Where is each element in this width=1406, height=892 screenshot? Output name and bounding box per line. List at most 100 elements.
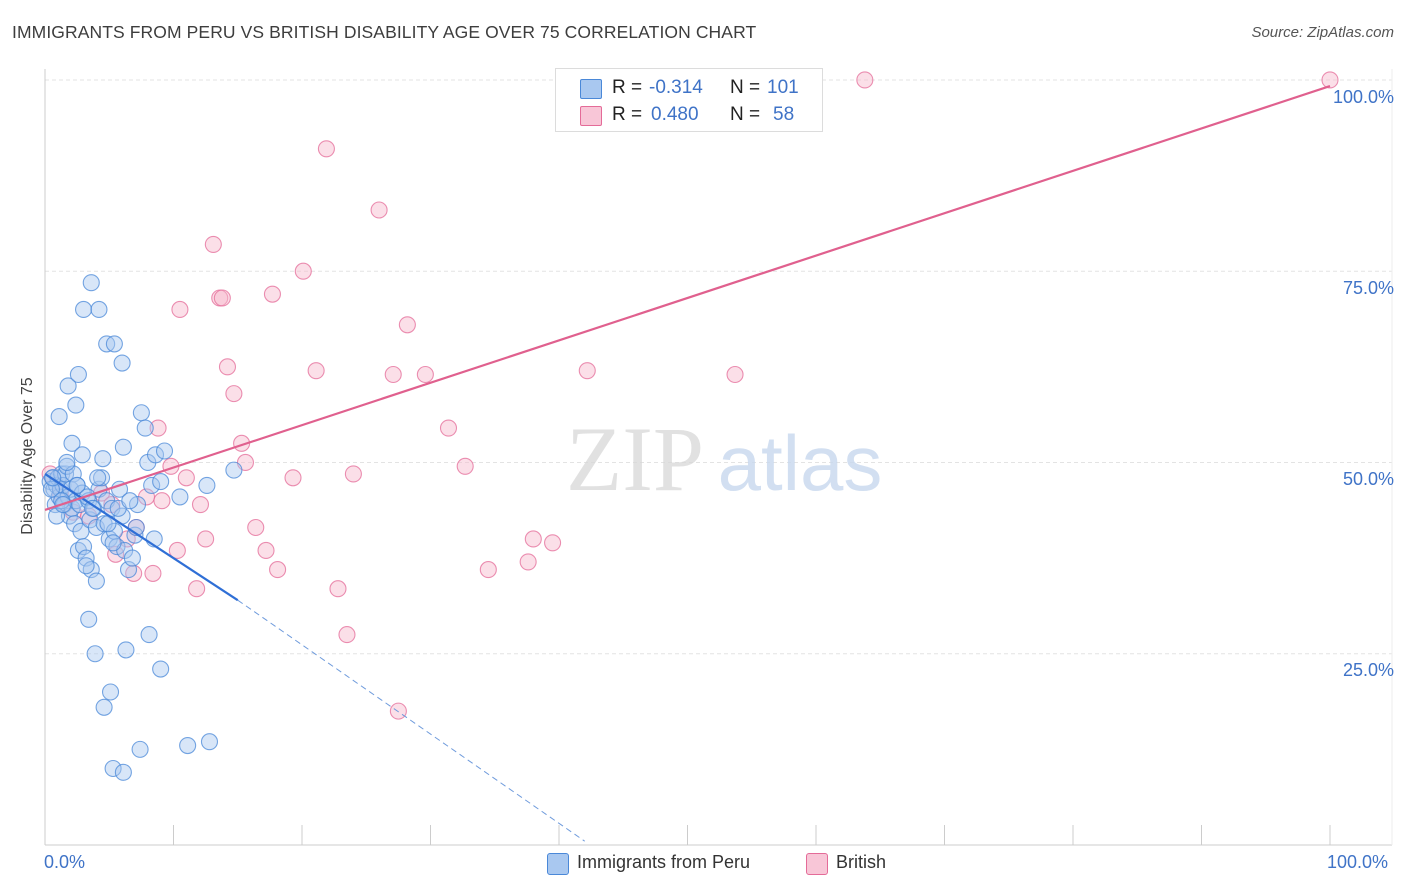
british-point xyxy=(153,492,171,510)
watermark: ZIP atlas xyxy=(566,408,882,510)
british-point xyxy=(171,300,189,319)
peru-swatch xyxy=(580,79,602,99)
british-point xyxy=(284,469,302,487)
peru-point xyxy=(89,469,107,487)
british-point xyxy=(144,564,162,582)
british-point xyxy=(317,140,335,158)
british-n-label: N = xyxy=(730,104,761,125)
legend-british-label: British xyxy=(836,852,887,872)
x-tick-label-max: 100.0% xyxy=(1327,852,1389,872)
source-label: Source: ZipAtlas.com xyxy=(1251,24,1394,41)
british-point xyxy=(519,553,537,571)
peru-point xyxy=(121,492,139,510)
peru-point xyxy=(104,534,122,552)
peru-point xyxy=(225,461,243,479)
peru-point xyxy=(171,488,189,506)
peru-point xyxy=(105,335,123,353)
peru-point xyxy=(69,365,87,384)
british-point xyxy=(149,419,167,437)
british-point xyxy=(197,530,215,548)
peru-point xyxy=(179,736,197,755)
y-tick-label-25: 25.0% xyxy=(1342,660,1394,680)
british-point xyxy=(168,541,186,560)
british-swatch xyxy=(580,106,602,126)
british-point xyxy=(439,419,458,437)
peru-point xyxy=(94,450,112,468)
british-point xyxy=(338,626,356,644)
peru-point xyxy=(198,476,216,494)
british-point xyxy=(398,316,416,334)
peru-point xyxy=(128,496,147,514)
peru-point xyxy=(146,446,165,464)
chart-title: IMMIGRANTS FROM PERU VS BRITISH DISABILI… xyxy=(12,22,757,42)
y-tick-label-100: 100.0% xyxy=(1332,87,1394,107)
legend-peru-swatch xyxy=(547,853,569,875)
british-points xyxy=(41,71,1339,720)
legend-british-swatch xyxy=(806,853,828,875)
peru-point xyxy=(87,572,105,590)
peru-point xyxy=(140,626,158,644)
peru-point xyxy=(58,453,76,472)
british-point xyxy=(225,385,243,403)
peru-point xyxy=(59,377,77,395)
stats-box: R = -0.314 N = 101 R = 0.480 N = 58 xyxy=(555,68,823,132)
british-point xyxy=(247,518,265,537)
peru-point xyxy=(104,759,122,778)
peru-point xyxy=(92,469,111,487)
peru-point xyxy=(110,480,129,498)
y-axis-label: Disability Age Over 75 xyxy=(19,377,36,535)
peru-point xyxy=(75,300,93,319)
british-point xyxy=(384,365,402,384)
peru-point xyxy=(155,442,174,460)
peru-points xyxy=(41,274,243,781)
peru-point xyxy=(82,274,100,292)
british-point xyxy=(479,561,497,579)
legend: Immigrants from Peru British xyxy=(0,852,1406,878)
peru-n-label: N = xyxy=(730,77,761,98)
british-point xyxy=(329,580,347,598)
british-point xyxy=(177,469,195,487)
peru-point xyxy=(152,473,170,491)
peru-point xyxy=(50,408,68,426)
peru-point xyxy=(86,645,104,663)
peru-point xyxy=(131,740,149,758)
peru-point xyxy=(77,557,95,575)
peru-point xyxy=(80,610,98,628)
peru-point xyxy=(63,434,81,452)
british-point xyxy=(294,262,312,280)
peru-r-label: R = xyxy=(612,77,643,98)
peru-point xyxy=(143,476,161,494)
british-n-value: 58 xyxy=(773,104,795,125)
peru-point xyxy=(117,641,135,659)
peru-point xyxy=(114,438,132,456)
british-r-label: R = xyxy=(612,104,643,125)
axis-layer xyxy=(44,69,1393,846)
y-tick-label-50: 50.0% xyxy=(1342,469,1394,489)
peru-point xyxy=(136,419,154,437)
peru-point xyxy=(83,499,102,517)
peru-point xyxy=(68,476,86,494)
peru-point xyxy=(95,698,113,716)
peru-point xyxy=(90,300,108,319)
british-trendline xyxy=(44,85,1331,511)
british-point xyxy=(370,201,388,219)
british-point xyxy=(524,530,542,548)
british-point xyxy=(218,358,237,376)
peru-point xyxy=(73,446,91,464)
peru-trendline xyxy=(44,473,239,602)
british-point xyxy=(269,561,287,579)
peru-point xyxy=(113,354,131,372)
peru-point xyxy=(200,733,219,751)
british-point xyxy=(544,534,562,552)
british-r-value: 0.480 xyxy=(651,104,699,125)
british-point xyxy=(856,71,874,89)
peru-n-value: 101 xyxy=(767,77,799,98)
peru-point xyxy=(152,660,170,678)
british-point xyxy=(307,362,325,380)
british-point xyxy=(726,365,744,384)
british-point xyxy=(578,362,596,380)
british-point xyxy=(213,289,231,307)
british-point xyxy=(263,285,281,303)
british-point xyxy=(344,465,362,483)
british-point xyxy=(389,702,407,720)
